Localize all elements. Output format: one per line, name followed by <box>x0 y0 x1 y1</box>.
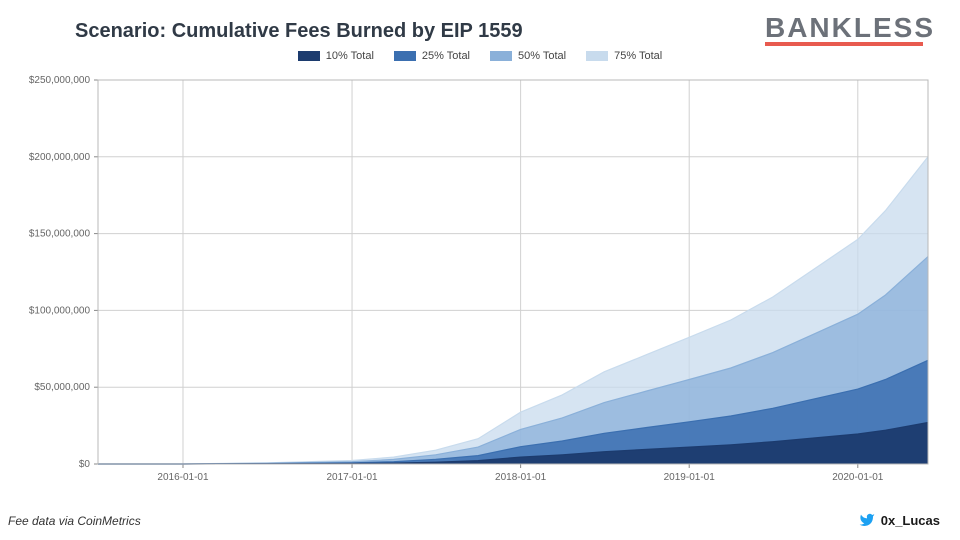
legend-swatch <box>490 51 512 61</box>
legend-swatch <box>298 51 320 61</box>
legend-label: 10% Total <box>326 50 374 62</box>
legend-item: 50% Total <box>490 50 566 62</box>
legend-item: 25% Total <box>394 50 470 62</box>
footer-source-name: CoinMetrics <box>77 514 140 528</box>
legend-swatch <box>586 51 608 61</box>
svg-text:$200,000,000: $200,000,000 <box>29 152 91 163</box>
chart-title: Scenario: Cumulative Fees Burned by EIP … <box>75 20 523 43</box>
legend-label: 25% Total <box>422 50 470 62</box>
svg-text:$150,000,000: $150,000,000 <box>29 229 91 240</box>
legend-label: 75% Total <box>614 50 662 62</box>
svg-text:2018-01-01: 2018-01-01 <box>495 472 547 483</box>
legend-label: 50% Total <box>518 50 566 62</box>
twitter-handle: 0x_Lucas <box>881 513 940 528</box>
footer-prefix: Fee data via <box>8 514 77 528</box>
svg-text:$100,000,000: $100,000,000 <box>29 305 91 316</box>
svg-text:$250,000,000: $250,000,000 <box>29 75 91 86</box>
svg-text:2016-01-01: 2016-01-01 <box>157 472 209 483</box>
brand-logo: BANKLESS <box>765 12 935 46</box>
svg-text:2017-01-01: 2017-01-01 <box>326 472 378 483</box>
legend-swatch <box>394 51 416 61</box>
svg-text:2020-01-01: 2020-01-01 <box>832 472 884 483</box>
svg-text:2019-01-01: 2019-01-01 <box>664 472 716 483</box>
svg-text:$50,000,000: $50,000,000 <box>34 382 90 393</box>
footer-handle: 0x_Lucas <box>859 512 940 528</box>
legend-item: 10% Total <box>298 50 374 62</box>
legend-item: 75% Total <box>586 50 662 62</box>
legend: 10% Total 25% Total 50% Total 75% Total <box>0 50 960 64</box>
svg-text:$0: $0 <box>79 459 91 470</box>
twitter-icon <box>859 512 875 528</box>
brand-text: BANKLESS <box>765 12 935 44</box>
footer-source: Fee data via CoinMetrics <box>8 514 141 528</box>
chart-area: $0 $50,000,000 $100,000,000 $150,000,000 $20… <box>20 72 940 492</box>
area-chart-svg: $0 $50,000,000 $100,000,000 $150,000,000 $20… <box>20 72 940 492</box>
chart-container: { "title": "Scenario: Cumulative Fees Bu… <box>0 0 960 540</box>
